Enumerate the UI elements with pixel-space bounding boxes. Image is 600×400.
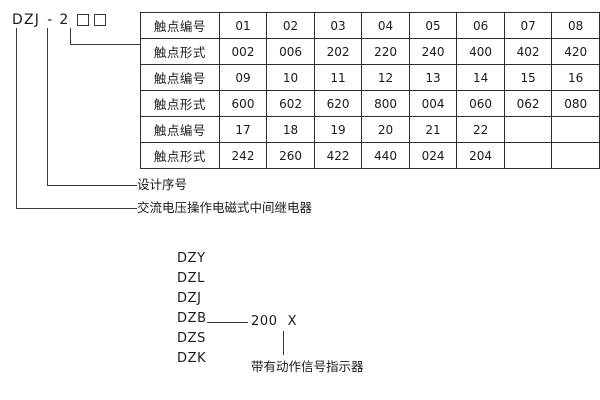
contact-form-table: 触点编号 01 02 03 04 05 06 07 08 触点形式 002 00… — [140, 12, 600, 169]
table-row: 触点编号 09 10 11 12 13 14 15 16 — [140, 64, 600, 91]
table-cell: 16 — [551, 64, 600, 91]
table-cell: 09 — [218, 64, 268, 91]
table-cell: 22 — [456, 116, 505, 143]
list-item: DZL — [177, 271, 205, 286]
model-designation: DZJ - 2 — [12, 12, 111, 28]
table-cell: 10 — [266, 64, 315, 91]
table-cell: 17 — [218, 116, 268, 143]
model-series-number: 2 — [59, 12, 70, 28]
table-cell: 602 — [266, 90, 315, 117]
table-cell: 060 — [456, 90, 505, 117]
model-slot-box-2 — [94, 14, 107, 26]
table-cell: 240 — [408, 38, 458, 65]
leader-line-design-horizontal — [47, 184, 137, 186]
table-cell: 21 — [408, 116, 458, 143]
table-cell: 07 — [503, 12, 553, 39]
table-cell: 080 — [551, 90, 600, 117]
leader-line-relay-horizontal — [16, 207, 137, 209]
table-cell: 202 — [313, 38, 363, 65]
model-slot-box-1 — [77, 14, 90, 26]
list-item: DZK — [177, 351, 207, 366]
series-code-number: 200 — [251, 314, 278, 329]
table-cell: 02 — [266, 12, 315, 39]
row-header: 触点形式 — [140, 90, 220, 117]
table-cell: 03 — [313, 12, 363, 39]
model-prefix: DZJ — [12, 12, 41, 28]
series-code: 200 X — [251, 314, 297, 329]
row-header: 触点形式 — [140, 38, 220, 65]
table-cell: 004 — [408, 90, 458, 117]
table-cell: 024 — [408, 142, 458, 169]
model-dash: - — [47, 12, 54, 28]
table-cell: 08 — [551, 12, 600, 39]
table-row: 触点形式 242 260 422 440 024 204 — [140, 142, 600, 169]
table-cell: 19 — [313, 116, 363, 143]
table-cell: 15 — [503, 64, 553, 91]
table-cell: 440 — [361, 142, 410, 169]
leader-line-indicator — [283, 331, 285, 355]
row-header: 触点编号 — [140, 116, 220, 143]
table-cell: 600 — [218, 90, 268, 117]
label-relay-description: 交流电压操作电磁式中间继电器 — [137, 200, 313, 215]
leader-line-contact-vertical — [70, 28, 72, 45]
series-code-suffix: X — [287, 314, 298, 329]
table-cell — [503, 142, 553, 169]
table-cell: 006 — [266, 38, 315, 65]
table-row: 触点形式 002 006 202 220 240 400 402 420 — [140, 38, 600, 65]
leader-line-relay-vertical — [16, 28, 18, 209]
model-series-list: DZY DZL DZJ DZB DZS DZK — [177, 249, 207, 369]
row-header: 触点形式 — [140, 142, 220, 169]
list-item: DZB — [177, 311, 207, 326]
table-cell: 620 — [313, 90, 363, 117]
table-cell: 06 — [456, 12, 505, 39]
table-cell — [551, 142, 600, 169]
label-action-signal-indicator: 带有动作信号指示器 — [251, 359, 364, 374]
table-cell: 20 — [361, 116, 410, 143]
series-connector-line — [207, 321, 248, 323]
table-cell: 11 — [313, 64, 363, 91]
table-cell: 400 — [456, 38, 505, 65]
table-cell: 422 — [313, 142, 363, 169]
table-cell: 18 — [266, 116, 315, 143]
label-design-sequence: 设计序号 — [137, 177, 188, 192]
leader-line-contact-horizontal — [70, 43, 141, 45]
table-cell: 402 — [503, 38, 553, 65]
table-cell: 420 — [551, 38, 600, 65]
contact-table-body: 触点编号 01 02 03 04 05 06 07 08 触点形式 002 00… — [140, 12, 600, 169]
table-cell: 05 — [408, 12, 458, 39]
table-cell: 062 — [503, 90, 553, 117]
table-cell: 12 — [361, 64, 410, 91]
list-item: DZJ — [177, 291, 202, 306]
table-row: 触点形式 600 602 620 800 004 060 062 080 — [140, 90, 600, 117]
table-row: 触点编号 17 18 19 20 21 22 — [140, 116, 600, 143]
table-cell: 13 — [408, 64, 458, 91]
list-item: DZY — [177, 251, 206, 266]
leader-line-design-vertical — [47, 28, 49, 186]
table-cell: 002 — [218, 38, 268, 65]
table-cell: 242 — [218, 142, 268, 169]
table-cell: 04 — [361, 12, 410, 39]
row-header: 触点编号 — [140, 12, 220, 39]
table-cell: 800 — [361, 90, 410, 117]
table-cell: 01 — [218, 12, 268, 39]
table-cell: 260 — [266, 142, 315, 169]
table-cell — [551, 116, 600, 143]
table-cell: 220 — [361, 38, 410, 65]
table-cell — [503, 116, 553, 143]
list-item: DZS — [177, 331, 206, 346]
table-cell: 14 — [456, 64, 505, 91]
table-cell: 204 — [456, 142, 505, 169]
table-row: 触点编号 01 02 03 04 05 06 07 08 — [140, 12, 600, 39]
row-header: 触点编号 — [140, 64, 220, 91]
